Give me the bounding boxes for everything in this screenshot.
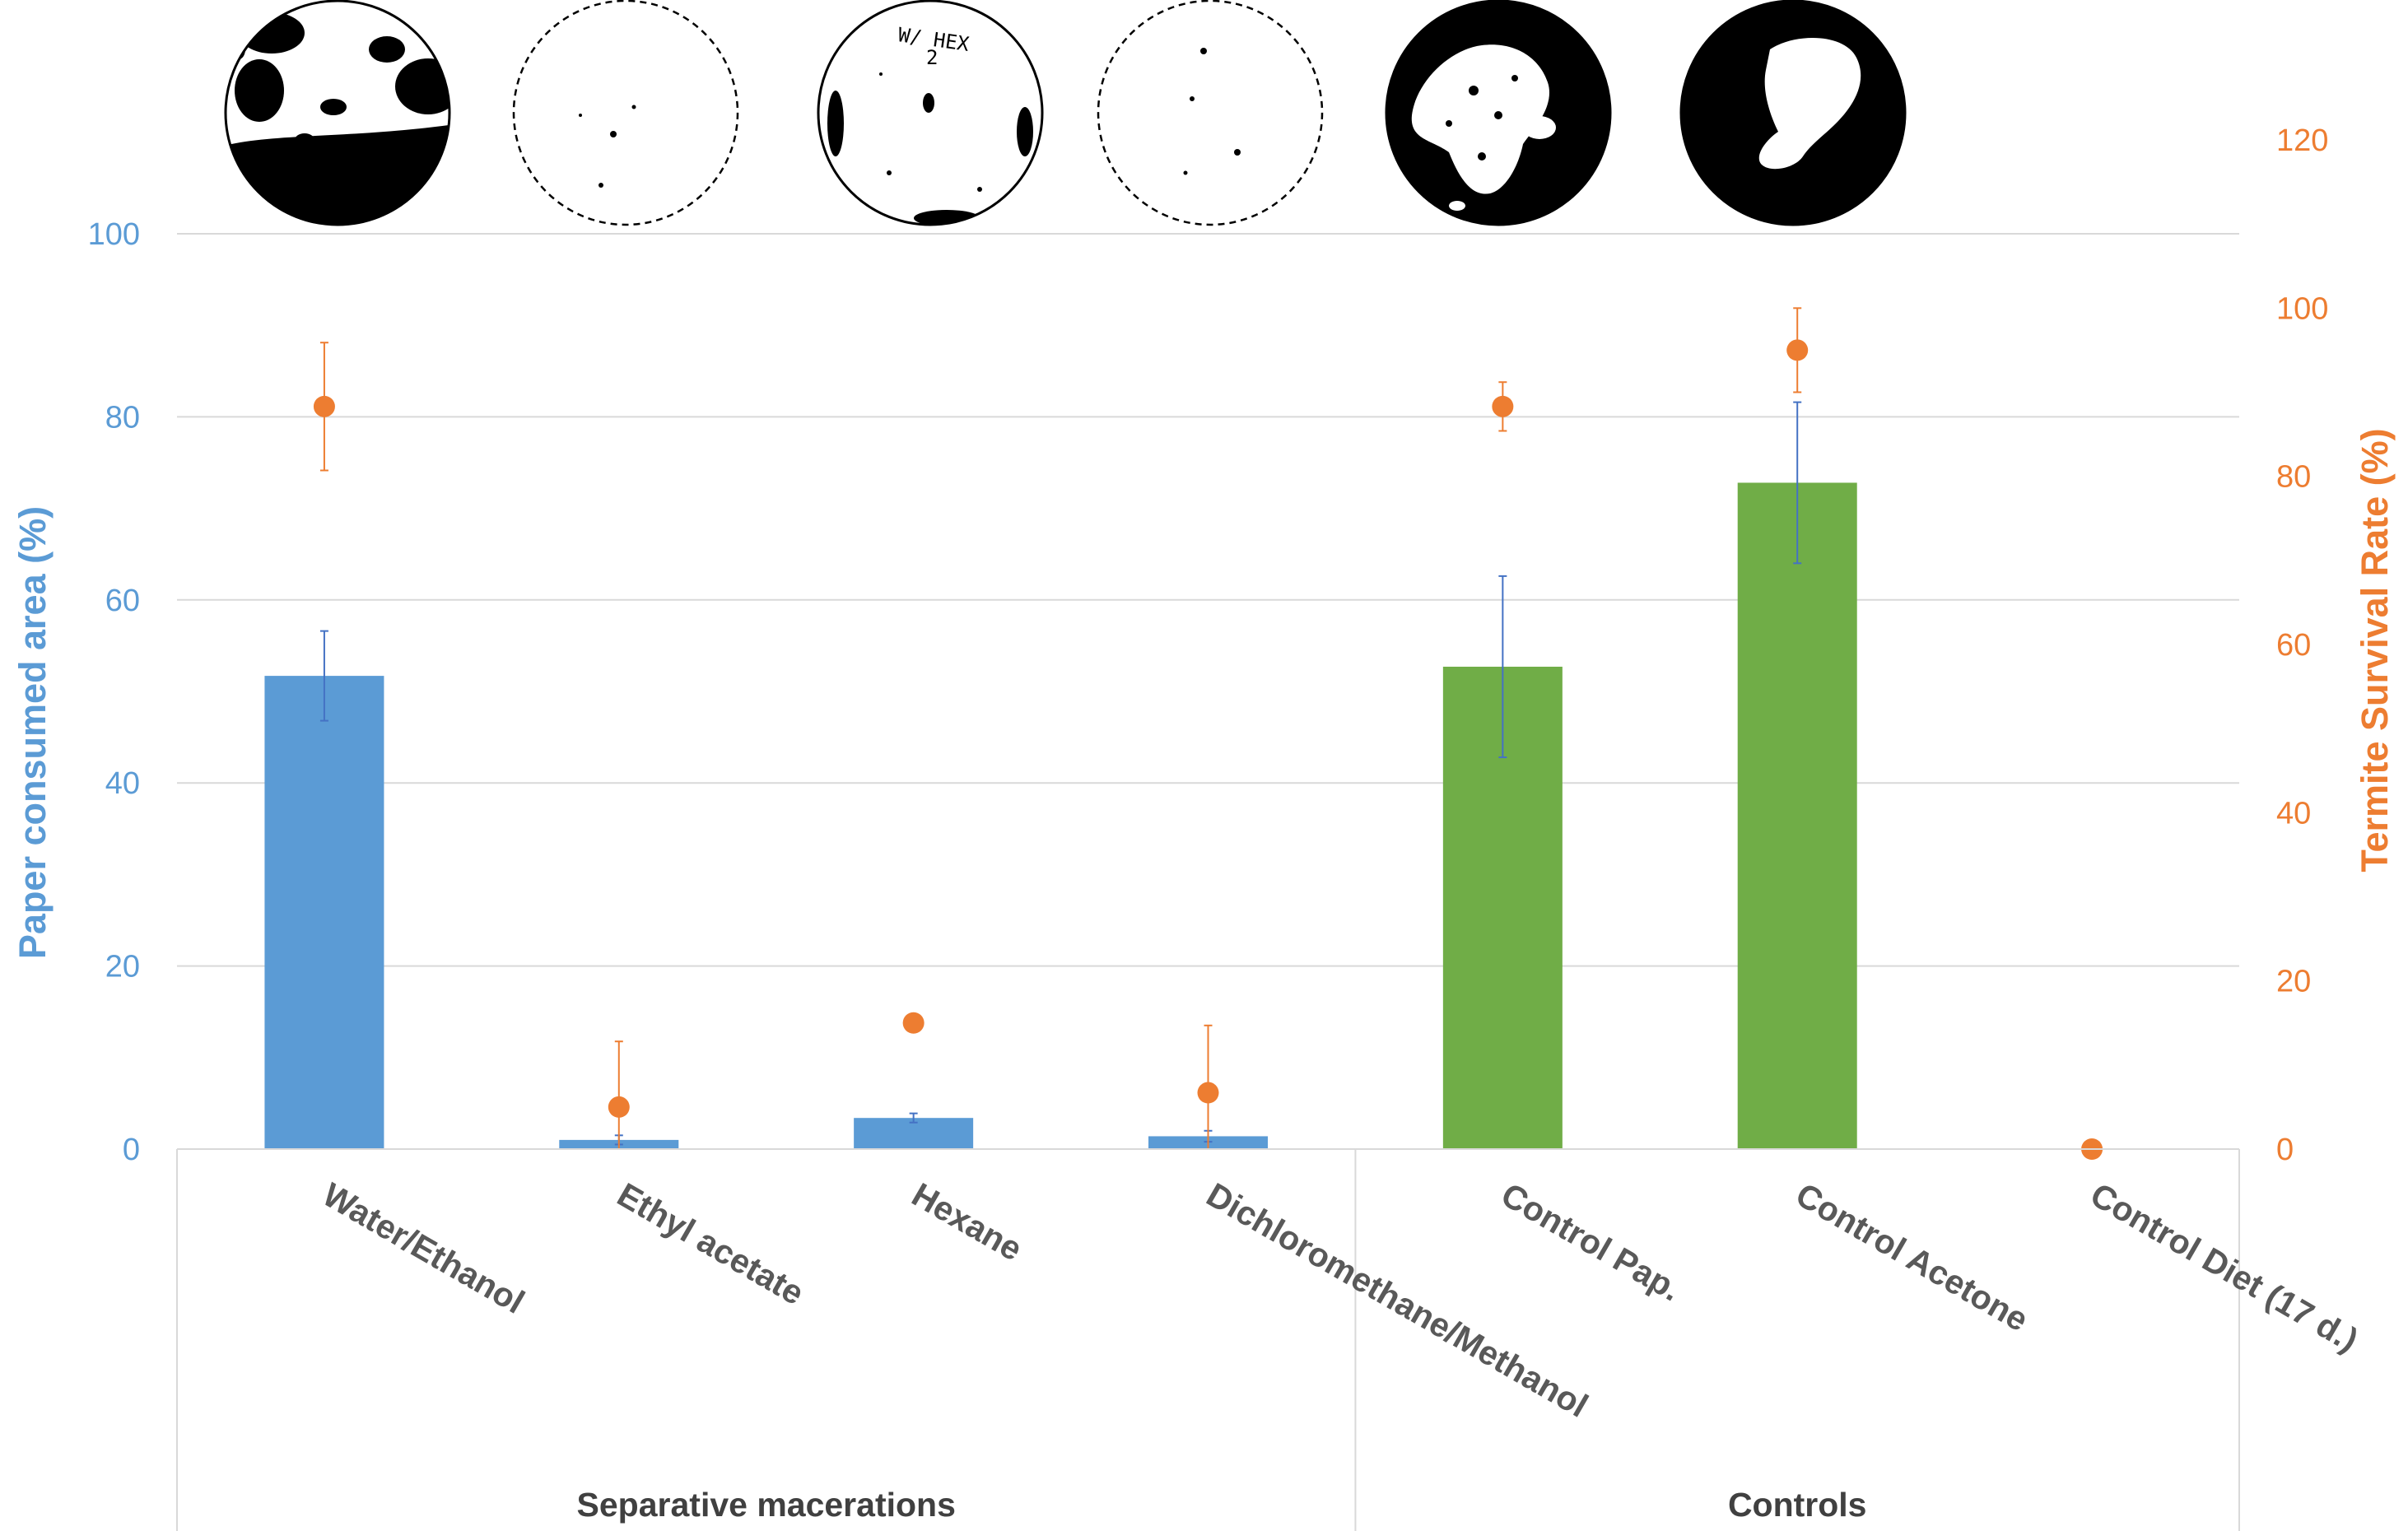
left-tick-label: 0 [123, 1133, 140, 1167]
right-tick-label: 20 [2276, 965, 2311, 999]
category-label-control-diet-17-d: Control Diet (17 d.) [2084, 1175, 2365, 1359]
survival-error-ethyl-acetate [614, 1040, 623, 1150]
bar-error-bars [319, 401, 1802, 1146]
left-tick-label: 20 [105, 950, 140, 984]
dish-image-control-acetone [1679, 0, 1907, 226]
group-label-controls: Controls [1728, 1486, 1867, 1524]
bar-error-hexane [909, 1112, 918, 1124]
dish-image-dcm-methanol [1097, 0, 1324, 226]
group-labels: Separative macerations Controls [577, 1486, 1867, 1524]
gridlines [177, 233, 2239, 1150]
left-tick-label: 80 [105, 400, 140, 435]
right-tick-label: 120 [2276, 123, 2328, 158]
left-tick-label: 60 [105, 584, 140, 618]
left-axis-title: Paper consumed area (%) [12, 506, 54, 959]
bar-error-control-acetone [1793, 401, 1802, 565]
survival-marker-ethyl-acetate [608, 1096, 630, 1118]
category-label-control-pap: Control Pap. [1495, 1175, 1688, 1309]
dish-image-ethyl-acetate [512, 0, 739, 226]
category-labels: Water/Ethanol Ethyl acetate Hexane Dichloro… [316, 1175, 2364, 1425]
category-label-ethyl-acetate: Ethyl acetate [611, 1175, 810, 1312]
dish-image-water-ethanol [224, 0, 451, 226]
bar-control-acetone [1737, 482, 1857, 1149]
category-label-hexane: Hexane [906, 1175, 1028, 1268]
left-tick-label: 100 [88, 217, 140, 252]
left-tick-label: 40 [105, 766, 140, 801]
bars [264, 482, 1857, 1149]
group-label-separative-macerations: Separative macerations [577, 1486, 956, 1524]
dish-images: W/ HEX 2 [224, 0, 1907, 226]
dish-annotation-hexane-2: 2 [926, 46, 938, 69]
survival-markers [313, 339, 2103, 1160]
survival-marker-control-acetone [1786, 339, 1809, 361]
right-tick-label: 80 [2276, 460, 2311, 495]
dish-image-hexane: W/ HEX 2 [817, 0, 1044, 226]
survival-marker-control-pap [1492, 395, 1514, 417]
bar-error-water-ethanol [319, 630, 328, 722]
right-tick-label: 100 [2276, 291, 2328, 326]
category-label-control-acetone: Control Acetone [1790, 1175, 2035, 1339]
right-tick-label: 0 [2276, 1133, 2294, 1167]
left-axis-ticks: 0 20 40 60 80 100 [88, 217, 140, 1167]
right-axis-title: Termite Survival Rate (%) [2354, 428, 2396, 872]
dish-image-control-pap [1385, 0, 1612, 226]
category-axis-frame [176, 1148, 2240, 1531]
survival-error-bars [319, 307, 1802, 1150]
survival-marker-dichloromethane-methanol [1197, 1082, 1219, 1104]
right-axis-ticks: 0 20 40 60 80 100 120 [2276, 123, 2328, 1167]
bar-water-ethanol [264, 676, 384, 1149]
right-tick-label: 60 [2276, 628, 2311, 663]
right-tick-label: 40 [2276, 796, 2311, 831]
category-label-water-ethanol: Water/Ethanol [316, 1175, 530, 1321]
bar-error-control-pap [1498, 575, 1507, 759]
survival-marker-hexane [902, 1012, 925, 1034]
survival-marker-water-ethanol [313, 395, 335, 417]
